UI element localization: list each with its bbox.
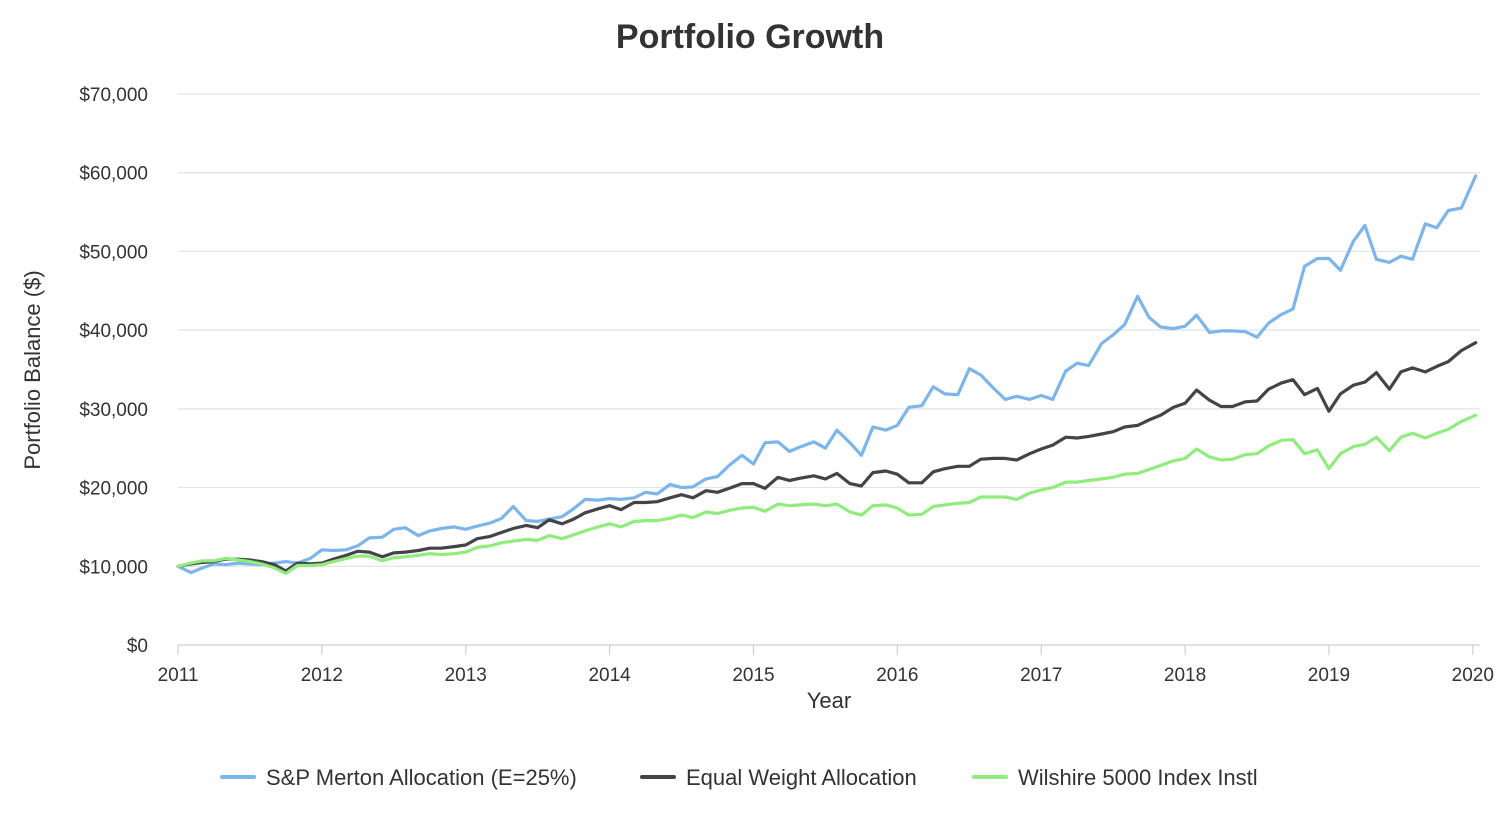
plot-area <box>176 174 1478 575</box>
y-tick-label: $40,000 <box>79 321 148 342</box>
x-tick-label: 2013 <box>445 665 487 686</box>
x-tick-label: 2019 <box>1308 665 1350 686</box>
x-tick-label: 2014 <box>588 665 631 686</box>
legend-label: S&P Merton Allocation (E=25%) <box>266 765 577 790</box>
x-tick-label: 2018 <box>1164 665 1206 686</box>
series-line-2 <box>176 341 1478 573</box>
chart-title: Portfolio Growth <box>616 18 884 56</box>
x-axis: 2011 2012 2013 2014 2015 2016 2017 2018 2019 2020 <box>158 644 1494 686</box>
legend-label: Wilshire 5000 Index Instl <box>1018 765 1258 790</box>
x-tick-label: 2020 <box>1452 665 1494 686</box>
y-tick-label: $30,000 <box>79 400 148 421</box>
y-tick-label: $60,000 <box>79 164 148 185</box>
series-line-3 <box>176 413 1478 575</box>
x-tick-label: 2015 <box>732 665 774 686</box>
legend-item[interactable]: S&P Merton Allocation (E=25%) <box>220 765 577 790</box>
y-tick-label: $20,000 <box>79 479 148 500</box>
x-tick-label: 2012 <box>301 665 343 686</box>
y-axis-label: Portfolio Balance ($) <box>20 270 45 469</box>
gridlines <box>178 93 1480 567</box>
legend-label: Equal Weight Allocation <box>686 765 917 790</box>
y-tick-label: $50,000 <box>79 242 148 263</box>
x-tick-label: 2016 <box>876 665 918 686</box>
x-tick-label: 2011 <box>158 665 199 686</box>
y-tick-label: $70,000 <box>79 85 148 106</box>
y-axis: $0 $10,000 $20,000 $30,000 $40,000 $50,000 $60… <box>79 85 148 657</box>
legend: S&P Merton Allocation (E=25%) Equal Weigh… <box>220 765 1258 790</box>
y-tick-label: $10,000 <box>79 557 148 578</box>
x-axis-label: Year <box>807 688 851 713</box>
x-tick-label: 2017 <box>1020 665 1062 686</box>
legend-item[interactable]: Wilshire 5000 Index Instl <box>972 765 1258 790</box>
legend-item[interactable]: Equal Weight Allocation <box>640 765 917 790</box>
series-line-1 <box>176 174 1478 575</box>
y-tick-label: $0 <box>127 636 148 657</box>
